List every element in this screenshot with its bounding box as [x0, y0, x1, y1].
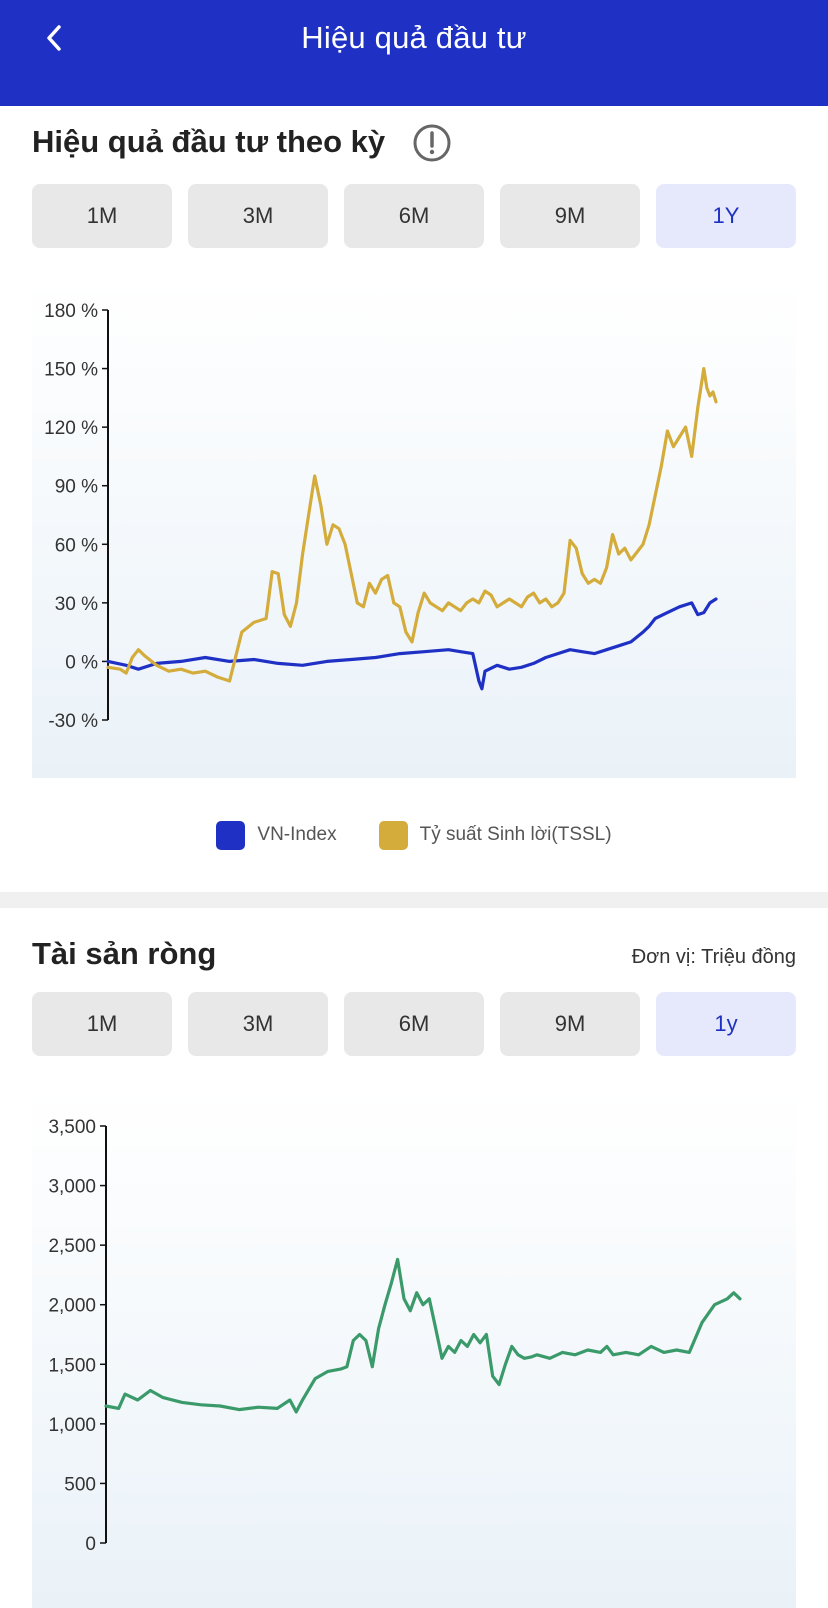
exclamation-circle-icon[interactable]: [412, 123, 452, 163]
series-line-1: [106, 367, 718, 683]
unit-label: Đơn vị: Triệu đồng: [631, 946, 796, 968]
y-tick-label: -30 %: [48, 711, 98, 732]
tab-1m[interactable]: 1M: [32, 184, 172, 248]
series-line-0: [104, 1257, 742, 1414]
legend-label: Tỷ suất Sinh lời(TSSL): [419, 824, 612, 845]
tab-1y[interactable]: 1Y: [656, 184, 796, 248]
chart-background: [32, 1088, 796, 1608]
legend-item-vn-index[interactable]: VN-Index: [216, 820, 337, 850]
tab-3m[interactable]: 3M: [188, 184, 328, 248]
performance-legend: VN-Index Tỷ suất Sinh lời(TSSL): [0, 818, 828, 852]
y-tick-label: 1,000: [48, 1415, 96, 1436]
tab-3m[interactable]: 3M: [188, 992, 328, 1056]
tab-9m[interactable]: 9M: [500, 992, 640, 1056]
y-tick-label: 120 %: [44, 418, 98, 439]
page-title: Hiệu quả đầu tư: [301, 20, 527, 55]
section-divider: [0, 892, 828, 908]
y-tick-label: 0 %: [65, 652, 98, 673]
y-tick-label: 90 %: [55, 477, 98, 498]
net-assets-chart: 3,500 3,000 2,500 2,000 1,500 1,000 500 0: [32, 1088, 796, 1608]
app-header: Hiệu quả đầu tư: [0, 0, 828, 106]
back-button[interactable]: [30, 14, 78, 62]
y-tick-label: 3,500: [48, 1117, 96, 1138]
legend-swatch: [378, 820, 408, 850]
legend-swatch: [216, 820, 246, 850]
legend-item-tssl[interactable]: Tỷ suất Sinh lời(TSSL): [378, 820, 612, 850]
y-tick-label: 150 %: [44, 360, 98, 381]
tab-1y[interactable]: 1y: [656, 992, 796, 1056]
tab-6m[interactable]: 6M: [344, 184, 484, 248]
net-assets-section-title: Tài sản ròng: [32, 936, 217, 971]
tab-6m[interactable]: 6M: [344, 992, 484, 1056]
legend-label: VN-Index: [257, 824, 337, 845]
y-tick-label: 500: [64, 1474, 96, 1495]
y-tick-label: 3,000: [48, 1177, 96, 1198]
performance-section-title: Hiệu quả đầu tư theo kỳ: [32, 124, 386, 159]
y-tick-label: 0: [85, 1534, 96, 1555]
performance-period-tabs: 1M 3M 6M 9M 1Y: [32, 184, 796, 248]
y-tick-label: 180 %: [44, 301, 98, 322]
y-tick-label: 30 %: [55, 594, 98, 615]
y-tick-label: 2,500: [48, 1236, 96, 1257]
performance-chart: 180 % 150 % 120 % 90 % 60 % 30 % 0 % -30 %: [32, 280, 796, 778]
y-tick-label: 2,000: [48, 1296, 96, 1317]
tab-9m[interactable]: 9M: [500, 184, 640, 248]
net-assets-period-tabs: 1M 3M 6M 9M 1y: [32, 992, 796, 1056]
tab-1m[interactable]: 1M: [32, 992, 172, 1056]
y-tick-label: 60 %: [55, 535, 98, 556]
y-tick-label: 1,500: [48, 1355, 96, 1376]
chevron-left-icon: [47, 25, 61, 51]
series-line-0: [106, 597, 718, 691]
chart-background: [32, 280, 796, 778]
